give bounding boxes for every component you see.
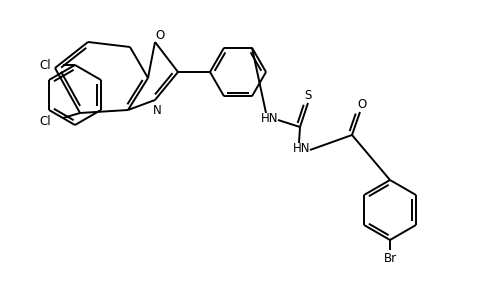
Text: O: O <box>155 28 165 41</box>
Text: HN: HN <box>261 112 279 125</box>
Text: Br: Br <box>383 252 397 265</box>
Text: N: N <box>153 104 161 117</box>
Text: Cl: Cl <box>39 115 51 128</box>
Text: Cl: Cl <box>39 59 51 72</box>
Text: S: S <box>305 89 312 102</box>
Text: O: O <box>357 97 367 110</box>
Text: HN: HN <box>293 141 311 155</box>
